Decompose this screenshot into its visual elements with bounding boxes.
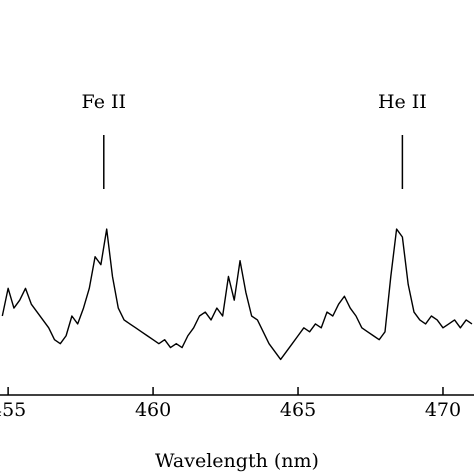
annotation-label: Fe II [82,91,126,113]
x-tick-label: 455 [0,399,26,421]
x-tick-label: 465 [280,399,316,421]
x-axis-label: Wavelength (nm) [155,450,319,472]
annotation-label: He II [378,91,427,113]
x-tick-label: 470 [425,399,461,421]
spectrum-line [1,228,473,361]
x-tick-label: 460 [135,399,171,421]
